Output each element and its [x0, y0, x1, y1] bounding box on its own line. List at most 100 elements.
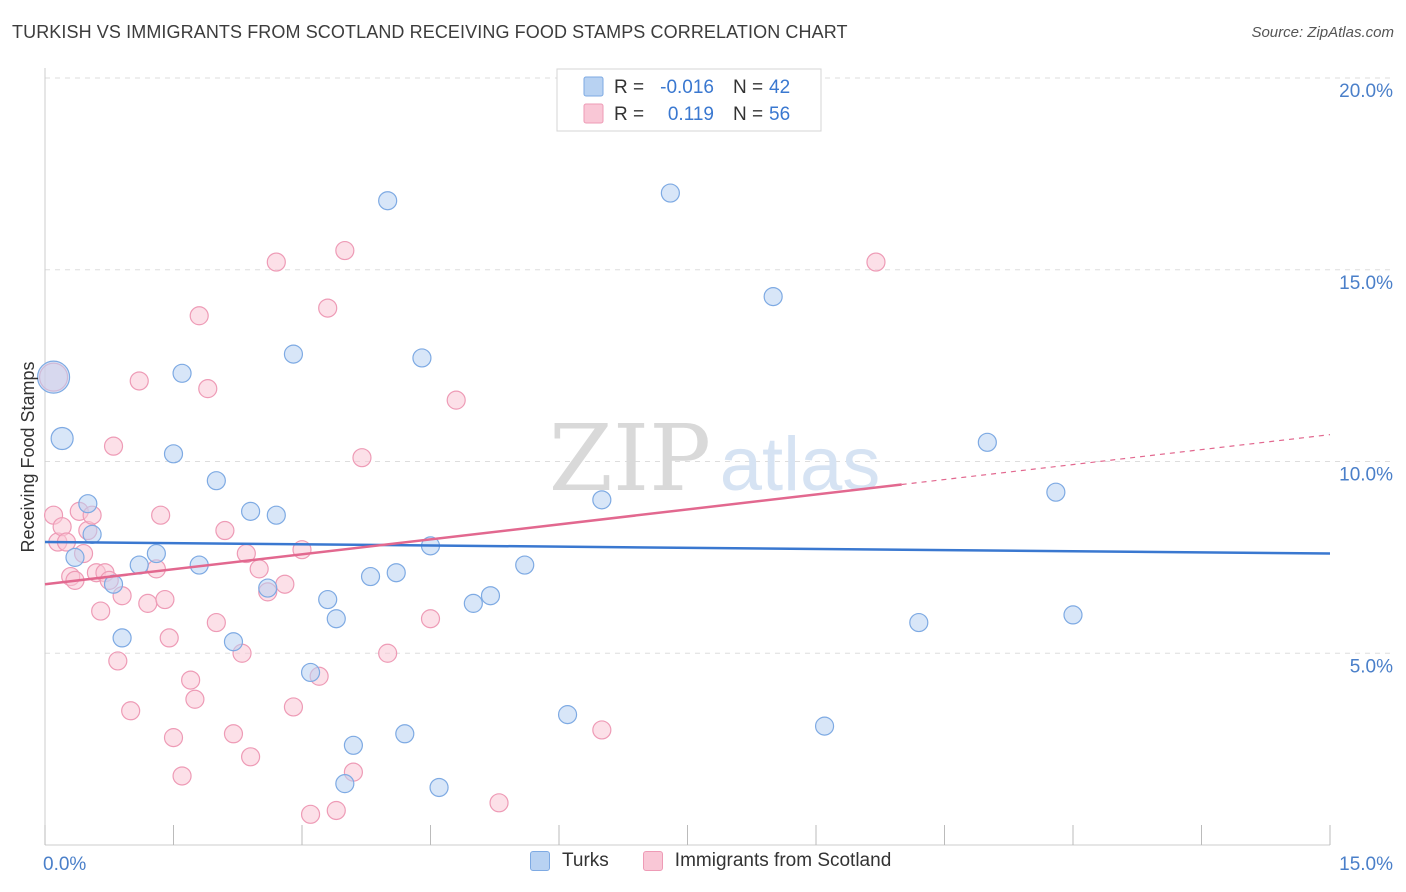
- turks-point: [36, 360, 71, 394]
- turks-point: [112, 628, 132, 648]
- legend-swatch-scotland: [642, 851, 663, 871]
- turks-point: [65, 547, 85, 567]
- scotland-trend-line: [44, 483, 902, 586]
- turks-point: [814, 716, 835, 736]
- turks-point: [480, 586, 501, 606]
- scotland-point: [159, 628, 179, 648]
- y-tick-label: 5.0%: [1350, 656, 1393, 677]
- scotland-point: [185, 689, 205, 709]
- turks-point: [335, 774, 355, 794]
- turks-point: [592, 490, 612, 510]
- grid-layer: [45, 77, 1392, 654]
- legend-r-value-pink: 0.119: [668, 104, 714, 125]
- scotland-point: [181, 670, 201, 690]
- legend-item-scotland: Immigrants from Scotland: [642, 850, 892, 872]
- x-tick-label-max: 15.0%: [1339, 854, 1393, 875]
- turks-point: [463, 593, 483, 613]
- scotland-point: [300, 804, 321, 824]
- turks-point: [909, 612, 929, 633]
- scotland-point: [592, 720, 612, 740]
- y-axis-title: Receiving Food Stamps: [18, 361, 38, 552]
- watermark-zip: ZIP: [549, 405, 711, 512]
- scotland-point: [420, 609, 441, 629]
- scotland-point: [335, 240, 355, 261]
- legend-swatch-pink: [583, 103, 604, 124]
- turks-point: [283, 344, 304, 364]
- scotland-point: [352, 448, 372, 468]
- turks-point: [50, 426, 74, 451]
- trend-layer: [44, 434, 1331, 586]
- turks-point: [1063, 605, 1083, 625]
- scotland-point: [138, 593, 158, 613]
- turks-point: [172, 363, 192, 383]
- legend-r-label-blue: R =: [614, 77, 644, 98]
- scotland-trend-extension: [901, 434, 1331, 486]
- turks-point: [386, 563, 406, 583]
- scotland-point: [326, 800, 346, 821]
- scotland-point: [275, 574, 295, 594]
- turks-point: [1046, 482, 1066, 502]
- turks-point: [241, 501, 261, 521]
- turks-trend-line: [44, 540, 1331, 555]
- y-tick-label: 15.0%: [1339, 273, 1393, 294]
- turks-point: [429, 777, 449, 798]
- scotland-point: [189, 306, 209, 326]
- y-tick-label: 10.0%: [1339, 465, 1393, 486]
- scotland-point: [103, 436, 124, 456]
- turks-point: [660, 183, 680, 203]
- scotland-point: [318, 298, 338, 318]
- scotland-point: [249, 559, 269, 579]
- legend-label-scotland: Immigrants from Scotland: [674, 850, 892, 871]
- watermark-atlas: atlas: [720, 422, 881, 507]
- scotland-point: [155, 589, 175, 610]
- source-label: Source: ZipAtlas.com: [1251, 24, 1394, 41]
- scotland-point: [198, 379, 218, 399]
- turks-point: [326, 609, 346, 629]
- scotland-point: [223, 724, 244, 744]
- scotland-point: [206, 612, 226, 633]
- turks-point: [223, 632, 244, 652]
- turks-point: [412, 348, 432, 368]
- legend-r-value-blue: -0.016: [660, 77, 714, 98]
- turks-point: [515, 555, 535, 575]
- turks-point: [360, 566, 381, 587]
- scotland-point: [91, 601, 111, 621]
- y-tick-label: 20.0%: [1339, 81, 1393, 102]
- scotland-point: [241, 747, 261, 767]
- scotland-point: [163, 728, 184, 748]
- axis-layer: [44, 68, 1331, 846]
- legend-r-label-pink: R =: [614, 104, 644, 125]
- scotland-point: [283, 697, 304, 717]
- turks-point: [163, 444, 184, 464]
- scotland-point: [108, 651, 128, 671]
- pink-points-layer: [38, 240, 886, 824]
- legend-n-value-pink: 56: [769, 104, 790, 125]
- top-legend: R = -0.016 N = 42 R = 0.119 N = 56: [556, 68, 822, 132]
- turks-point: [78, 494, 98, 514]
- bottom-legend: Turks Immigrants from Scotland: [530, 850, 925, 872]
- legend-n-value-blue: 42: [769, 77, 790, 98]
- x-tick-label-min: 0.0%: [43, 854, 86, 875]
- scotland-point: [215, 520, 235, 541]
- scotland-point: [378, 643, 398, 663]
- chart-title: TURKISH VS IMMIGRANTS FROM SCOTLAND RECE…: [12, 22, 848, 42]
- scotland-point: [266, 252, 286, 272]
- turks-point: [82, 524, 102, 544]
- turks-point: [258, 578, 278, 598]
- scotland-point: [866, 252, 886, 272]
- legend-swatch-blue: [583, 76, 604, 97]
- turks-point: [266, 505, 286, 525]
- turks-point: [378, 191, 398, 211]
- legend-label-turks: Turks: [562, 850, 609, 871]
- legend-n-label-pink: N =: [733, 104, 763, 125]
- legend-swatch-turks: [530, 851, 550, 871]
- turks-point: [557, 705, 578, 725]
- turks-point: [146, 543, 166, 564]
- legend-item-turks: Turks: [530, 850, 609, 872]
- legend-n-label-blue: N =: [733, 77, 763, 98]
- scotland-point: [446, 390, 466, 410]
- scotland-point: [121, 701, 141, 721]
- scotland-point: [172, 766, 192, 786]
- turks-point: [343, 735, 363, 755]
